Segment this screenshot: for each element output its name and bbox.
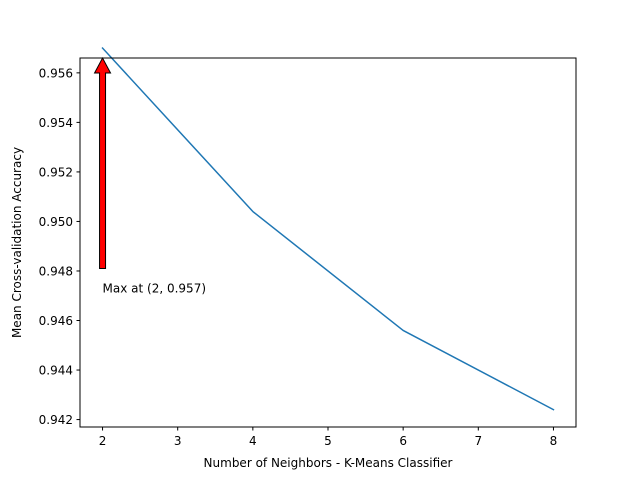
y-axis-ticks: 0.942 0.944 0.946 0.948 0.950 0.952 0.954 0.956 (39, 66, 80, 427)
y-tick-label: 0.956 (39, 66, 73, 80)
y-tick-label: 0.944 (39, 364, 73, 378)
max-arrow (93, 56, 112, 269)
max-annotation-label: Max at (2, 0.957) (103, 282, 206, 296)
y-axis-label: Mean Cross-validation Accuracy (10, 147, 24, 338)
x-tick-label: 7 (474, 434, 482, 448)
x-tick-label: 5 (324, 434, 332, 448)
x-tick-label: 8 (550, 434, 558, 448)
y-tick-label: 0.954 (39, 116, 73, 130)
y-tick-label: 0.948 (39, 264, 73, 278)
x-axis-ticks: 2 3 4 5 6 7 8 (99, 427, 558, 448)
y-tick-label: 0.942 (39, 413, 73, 427)
y-tick-label: 0.950 (39, 215, 73, 229)
annotation-layer: Max at (2, 0.957) (93, 56, 206, 296)
x-axis-label: Number of Neighbors - K-Means Classifier (204, 456, 453, 470)
x-tick-label: 4 (249, 434, 257, 448)
series-line (101, 47, 555, 411)
x-tick-label: 3 (174, 434, 182, 448)
y-tick-label: 0.946 (39, 314, 73, 328)
y-tick-label: 0.952 (39, 165, 73, 179)
x-tick-label: 2 (99, 434, 107, 448)
x-tick-label: 6 (399, 434, 407, 448)
plot-area (80, 58, 576, 427)
series-layer (101, 47, 555, 411)
